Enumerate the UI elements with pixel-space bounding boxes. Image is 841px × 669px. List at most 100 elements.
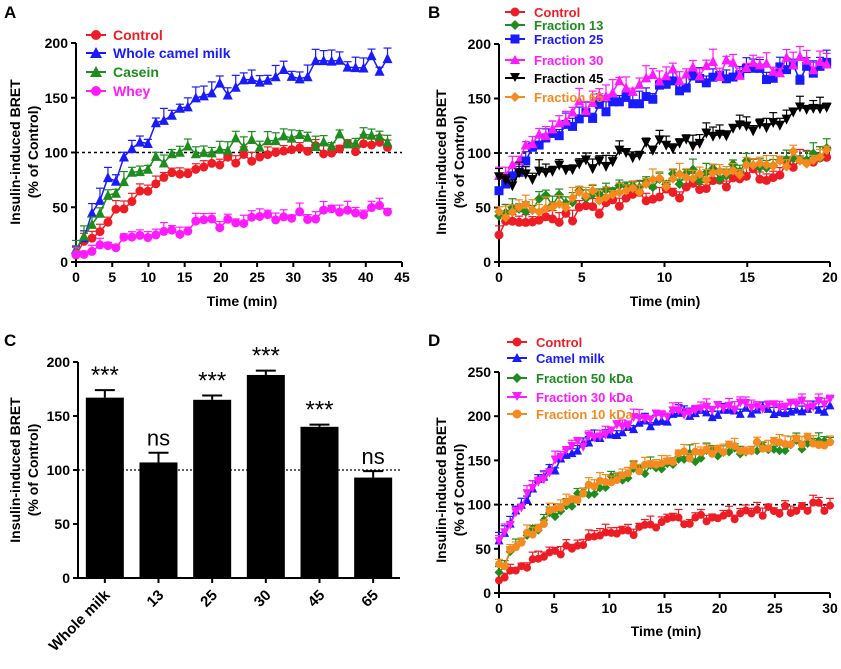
data-point [507, 181, 518, 192]
data-point [303, 215, 313, 225]
data-point [645, 415, 655, 425]
data-point [521, 156, 531, 166]
data-point [246, 134, 257, 145]
data-point [573, 445, 583, 455]
data-point [539, 552, 548, 561]
data-point [657, 415, 667, 425]
data-point [696, 453, 706, 463]
data-point [795, 75, 805, 85]
data-point [198, 90, 209, 101]
data-point [713, 401, 723, 411]
y-tick-label: 50 [54, 516, 70, 532]
data-point [207, 214, 217, 224]
data-point [118, 151, 129, 162]
data-point [544, 468, 554, 478]
legend: Control Camel milk Fraction 50 kDa Fract… [507, 335, 634, 422]
data-point [567, 192, 578, 203]
data-point [278, 64, 289, 75]
data-point [278, 130, 289, 141]
data-point [708, 131, 719, 142]
data-point [556, 452, 566, 462]
data-point [618, 526, 627, 535]
plot-area: 0 50 100 150 200 0 5 10 15 20 25 30 35 40 45 [45, 35, 410, 285]
data-point [199, 215, 209, 225]
data-point [694, 138, 705, 149]
legend-marker-casein [90, 66, 102, 77]
data-point [527, 175, 538, 186]
data-point [754, 158, 765, 169]
data-point [614, 201, 624, 211]
data-point [87, 233, 97, 243]
data-point [287, 145, 297, 155]
y-tick-label: 250 [468, 364, 492, 380]
data-point [548, 214, 558, 224]
data-point [803, 432, 812, 441]
data-point [175, 169, 185, 179]
data-point [150, 117, 161, 128]
series-fraction-10-kda [495, 432, 834, 571]
data-point [270, 71, 281, 82]
data-point [191, 216, 201, 226]
data-point [821, 102, 832, 113]
data-point [326, 55, 337, 66]
data-point [511, 508, 521, 518]
data-point [815, 55, 826, 66]
data-point [662, 412, 672, 422]
data-point [367, 203, 377, 213]
data-point [688, 71, 698, 81]
data-point [808, 64, 819, 75]
data-point [601, 483, 611, 493]
data-point [708, 449, 717, 458]
data-point [761, 159, 772, 170]
data-point [762, 75, 772, 85]
data-point [661, 181, 672, 192]
data-point [675, 86, 685, 96]
data-point [595, 432, 605, 442]
data-point [635, 467, 644, 476]
data-point [247, 156, 257, 166]
data-point [718, 404, 728, 414]
data-point [606, 426, 616, 436]
data-point [134, 136, 145, 147]
data-point [500, 528, 510, 538]
data-point [239, 149, 249, 159]
data-point [668, 513, 677, 522]
legend-label-fraction-50-kda: Fraction 50 kDa [536, 371, 634, 386]
data-point [166, 148, 177, 159]
data-point [547, 166, 558, 177]
data-point [568, 216, 578, 226]
x-tick-label: 10 [602, 600, 618, 616]
data-point [238, 141, 249, 152]
data-point [494, 230, 504, 240]
data-point [554, 131, 564, 141]
data-point [741, 121, 752, 132]
data-point [111, 243, 121, 253]
data-point [222, 89, 233, 100]
data-point [79, 249, 89, 259]
data-point [190, 92, 201, 103]
y-tick-label: 0 [60, 254, 68, 270]
legend-label-casein: Casein [113, 64, 159, 80]
data-point [174, 102, 185, 113]
data-point [741, 399, 751, 409]
data-point [540, 190, 551, 201]
data-point [286, 70, 297, 81]
data-point [119, 204, 129, 214]
data-point [507, 206, 518, 217]
data-point [134, 166, 145, 177]
data-point [556, 550, 565, 559]
data-point [780, 403, 790, 413]
data-point [641, 92, 651, 102]
data-point [358, 62, 369, 73]
data-point [540, 203, 551, 214]
data-point [335, 207, 345, 217]
data-point [95, 227, 105, 237]
y-axis-label: Insulin-induced BRET [7, 397, 23, 543]
data-point [674, 179, 685, 190]
y-tick-label: 100 [468, 497, 492, 513]
data-point [668, 76, 678, 86]
x-tick-label: 0 [495, 600, 503, 616]
data-point [681, 182, 691, 192]
data-point [534, 128, 545, 139]
legend-marker-fraction-10-kda [512, 409, 522, 419]
